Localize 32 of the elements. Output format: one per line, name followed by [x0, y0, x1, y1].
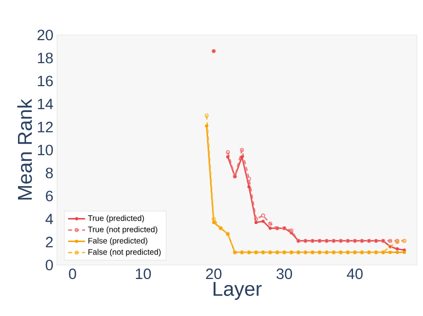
y-tick-label: 8 [46, 168, 53, 178]
y-axis-title: Mean Rank [17, 98, 32, 200]
y-tick-label: 20 [38, 30, 53, 40]
y-tick-label: 12 [38, 122, 53, 132]
y-tick-label: 10 [38, 144, 53, 156]
x-tick-label: 30 [276, 268, 292, 280]
y-tick-label: 0 [46, 260, 53, 270]
legend-label: True (not predicted) [88, 226, 158, 234]
point [226, 150, 230, 154]
y-tick-label: 6 [46, 190, 53, 202]
x-tick-label: 40 [346, 268, 363, 280]
point [204, 114, 209, 118]
point [388, 238, 392, 243]
x-tick-label: 0 [68, 268, 76, 280]
point [254, 217, 258, 221]
point [247, 176, 251, 181]
x-tick-label: 20 [206, 268, 222, 280]
y-tick-label: 14 [38, 98, 54, 110]
legend-label: False (not predicted) [88, 248, 161, 256]
x-axis-title: Layer [214, 282, 262, 300]
point [289, 228, 294, 232]
y-tick-label: 16 [38, 76, 53, 86]
legend-label: True (predicted) [88, 215, 144, 223]
y-tick-label: 4 [45, 214, 54, 224]
y-tick-label: 2 [46, 236, 53, 248]
legend-label: False (predicted) [88, 238, 148, 246]
point [261, 214, 266, 218]
y-tick-label: 18 [38, 52, 53, 64]
point [212, 217, 216, 221]
x-tick-label: 10 [136, 268, 151, 280]
point [240, 148, 244, 152]
point [268, 222, 272, 226]
